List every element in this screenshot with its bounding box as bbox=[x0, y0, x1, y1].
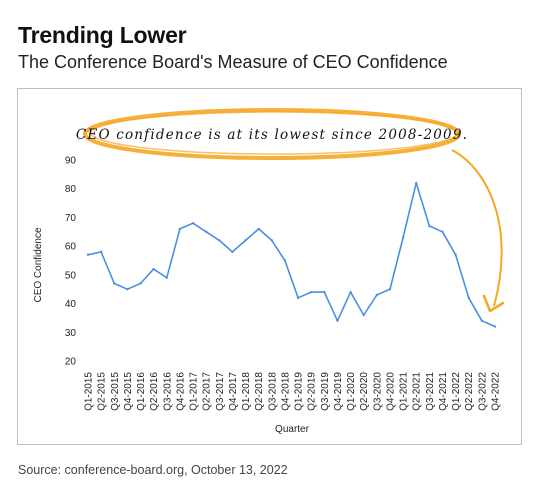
x-tick-label: Q2-2022 bbox=[464, 372, 475, 411]
x-tick-label: Q4-2018 bbox=[280, 372, 291, 411]
data-point bbox=[480, 319, 484, 322]
x-tick-label: Q1-2016 bbox=[136, 372, 147, 411]
data-point bbox=[244, 239, 247, 242]
data-point bbox=[388, 288, 392, 291]
y-tick-label: 20 bbox=[65, 357, 77, 368]
data-point bbox=[139, 282, 142, 285]
data-point bbox=[270, 239, 274, 242]
x-tick-label: Q4-2015 bbox=[123, 372, 134, 411]
x-tick-label: Q4-2020 bbox=[385, 372, 396, 411]
x-tick-label: Q1-2015 bbox=[84, 372, 95, 411]
data-point bbox=[86, 253, 90, 256]
x-tick-label: Q1-2018 bbox=[241, 372, 252, 411]
y-tick-label: 50 bbox=[65, 270, 77, 281]
x-tick-label: Q1-2022 bbox=[451, 372, 462, 411]
x-tick-label: Q2-2021 bbox=[412, 372, 423, 411]
x-tick-label: Q3-2020 bbox=[372, 372, 383, 411]
annotation-arrowhead bbox=[482, 294, 505, 313]
x-tick-label: Q1-2017 bbox=[189, 372, 200, 411]
data-point bbox=[283, 259, 287, 262]
data-point bbox=[204, 230, 208, 233]
data-point bbox=[191, 221, 195, 225]
y-tick-label: 40 bbox=[65, 299, 77, 310]
x-tick-label: Q4-2017 bbox=[228, 372, 239, 411]
data-point bbox=[309, 290, 313, 294]
x-tick-label: Q3-2016 bbox=[162, 372, 173, 411]
x-tick-label: Q1-2020 bbox=[346, 372, 357, 411]
x-tick-label: Q2-2016 bbox=[149, 372, 160, 411]
x-tick-label: Q4-2019 bbox=[333, 372, 344, 411]
x-tick-label: Q2-2017 bbox=[202, 372, 213, 411]
data-point bbox=[428, 224, 431, 228]
y-axis-label: CEO Confidence bbox=[33, 227, 44, 302]
chart-subtitle: The Conference Board's Measure of CEO Co… bbox=[18, 52, 448, 72]
data-point bbox=[362, 313, 365, 317]
annotation-ellipse-stroke bbox=[90, 111, 458, 155]
annotation-arrow bbox=[451, 149, 503, 307]
x-tick-label: Q2-2020 bbox=[359, 372, 370, 411]
y-tick-label: 70 bbox=[65, 213, 77, 224]
y-tick-label: 30 bbox=[65, 328, 77, 339]
data-point bbox=[493, 325, 497, 328]
source-note: Source: conference-board.org, October 13… bbox=[18, 463, 288, 477]
x-tick-label: Q3-2015 bbox=[110, 372, 121, 411]
x-tick-label: Q3-2017 bbox=[215, 372, 226, 411]
annotation-ellipse bbox=[83, 108, 461, 160]
x-tick-label: Q1-2019 bbox=[294, 372, 305, 411]
x-tick-label: Q3-2021 bbox=[425, 372, 436, 411]
y-tick-label: 80 bbox=[65, 184, 77, 195]
series-line bbox=[87, 182, 496, 328]
x-axis-ticks: Q1-2015 Q2-2015 Q3-2015 Q4-2015 Q1-2016 Q2-20… bbox=[84, 372, 502, 411]
data-point bbox=[231, 250, 234, 254]
data-point bbox=[349, 290, 352, 294]
chart-title: Trending Lower bbox=[18, 22, 187, 48]
x-tick-label: Q4-2016 bbox=[175, 372, 186, 411]
data-point bbox=[441, 230, 444, 233]
data-point bbox=[415, 181, 418, 185]
annotation-text: CEO confidence is at its lowest since 20… bbox=[76, 127, 468, 143]
y-tick-label: 60 bbox=[65, 242, 77, 253]
x-tick-label: Q2-2018 bbox=[254, 372, 265, 411]
data-point bbox=[467, 296, 470, 300]
data-point bbox=[218, 239, 221, 242]
x-tick-label: Q1-2021 bbox=[399, 372, 410, 411]
data-point bbox=[336, 319, 339, 322]
x-tick-label: Q3-2018 bbox=[267, 372, 278, 411]
x-tick-label: Q4-2022 bbox=[491, 372, 502, 411]
data-point bbox=[99, 250, 103, 254]
data-point bbox=[178, 227, 182, 231]
data-point bbox=[375, 293, 379, 297]
x-axis-label: Quarter bbox=[275, 424, 310, 435]
y-tick-label: 90 bbox=[65, 156, 77, 167]
data-point bbox=[113, 282, 116, 285]
data-point bbox=[296, 296, 300, 300]
x-tick-label: Q3-2019 bbox=[320, 372, 331, 411]
x-tick-label: Q4-2021 bbox=[438, 372, 449, 411]
x-tick-label: Q2-2019 bbox=[307, 372, 318, 411]
data-point bbox=[323, 290, 326, 294]
data-point bbox=[152, 267, 155, 271]
data-point bbox=[126, 288, 129, 291]
data-point bbox=[257, 227, 260, 231]
data-point bbox=[454, 253, 457, 256]
y-axis-ticks: 20 30 40 50 60 70 80 90 bbox=[65, 156, 77, 368]
chart-frame bbox=[17, 88, 522, 445]
x-tick-label: Q2-2015 bbox=[97, 372, 108, 411]
data-point bbox=[401, 236, 405, 239]
x-tick-label: Q3-2022 bbox=[477, 372, 488, 411]
data-point bbox=[165, 276, 168, 279]
series-points bbox=[86, 181, 497, 328]
